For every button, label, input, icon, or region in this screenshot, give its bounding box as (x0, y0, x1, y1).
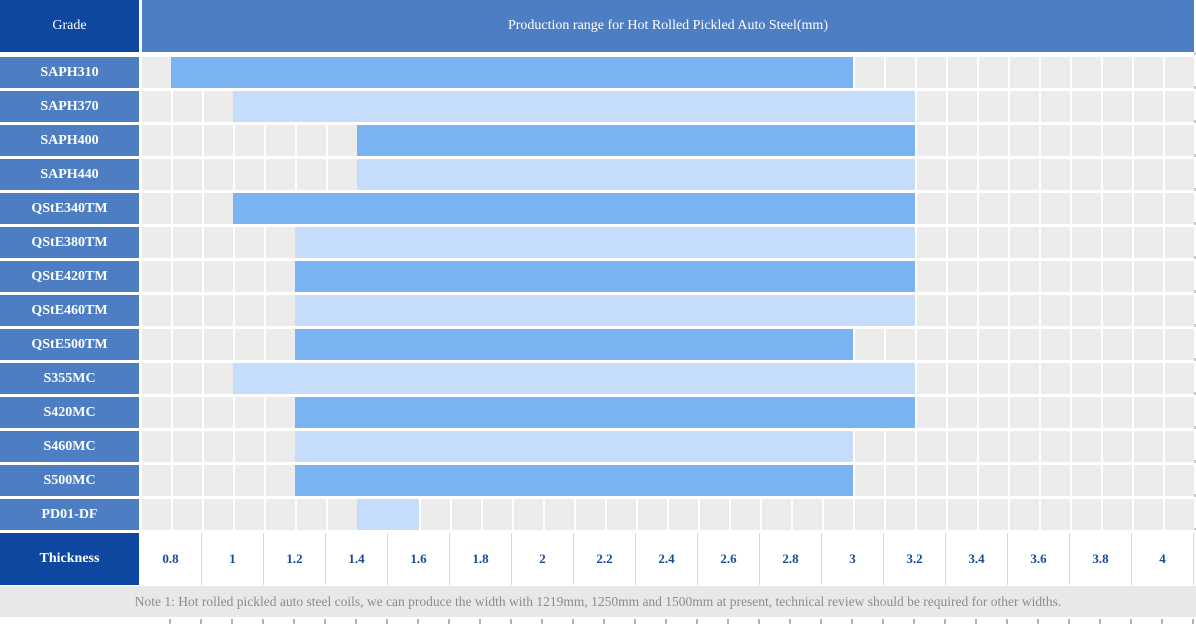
production-range-bar (295, 261, 915, 292)
thickness-tick: 0.8 (140, 533, 202, 585)
production-range-track (140, 465, 1194, 496)
table-row: S355MC (0, 363, 1196, 394)
grade-label: QStE460TM (0, 295, 139, 326)
production-range-track (140, 295, 1194, 326)
thickness-tick: 3.8 (1070, 533, 1132, 585)
grade-label: QStE380TM (0, 227, 139, 258)
grade-label: SAPH310 (0, 57, 139, 88)
table-row: S500MC (0, 465, 1196, 496)
footnote-text: Note 1: Hot rolled pickled auto steel co… (134, 593, 1062, 609)
production-range-bar (357, 125, 915, 156)
thickness-tick: 3.4 (946, 533, 1008, 585)
chart-title: Production range for Hot Rolled Pickled … (142, 0, 1194, 52)
production-range-track (140, 431, 1194, 462)
production-range-track (140, 57, 1194, 88)
table-row: QStE500TM (0, 329, 1196, 360)
production-range-track (140, 499, 1194, 530)
table-row: S460MC (0, 431, 1196, 462)
table-row: QStE340TM (0, 193, 1196, 224)
production-range-bar (233, 363, 915, 394)
grade-label: S420MC (0, 397, 139, 428)
thickness-tick-row: 0.8 1 1.2 1.4 1.6 1.8 2 2.2 2.4 2.6 2.8 3 3.2 3.4 3.6 3… (140, 533, 1194, 585)
production-range-bar (357, 499, 419, 530)
production-range-bar (295, 465, 853, 496)
grade-label: S355MC (0, 363, 139, 394)
production-range-bar (295, 227, 915, 258)
thickness-tick: 4 (1132, 533, 1194, 585)
bottom-ruler-ticks (140, 619, 1194, 624)
production-range-bar (295, 295, 915, 326)
production-range-bar (295, 397, 915, 428)
table-row: S420MC (0, 397, 1196, 428)
production-range-track (140, 397, 1194, 428)
production-range-bar (233, 91, 915, 122)
grade-label: QStE420TM (0, 261, 139, 292)
thickness-tick: 2.8 (760, 533, 822, 585)
thickness-tick: 1 (202, 533, 264, 585)
right-edge-gridmarks (1194, 52, 1196, 530)
production-range-bar (233, 193, 915, 224)
thickness-tick: 2.6 (698, 533, 760, 585)
production-range-track (140, 363, 1194, 394)
grade-label: QStE340TM (0, 193, 139, 224)
production-range-bar (295, 431, 853, 462)
bottom-ruler-strip (0, 617, 1196, 625)
thickness-tick: 3 (822, 533, 884, 585)
production-range-bar (357, 159, 915, 190)
table-row: PD01-DF (0, 499, 1196, 530)
grade-header-cell: Grade (0, 0, 139, 52)
production-range-track (140, 227, 1194, 258)
grade-label: S500MC (0, 465, 139, 496)
thickness-tick: 3.2 (884, 533, 946, 585)
production-range-track (140, 159, 1194, 190)
thickness-tick: 3.6 (1008, 533, 1070, 585)
production-range-track (140, 193, 1194, 224)
thickness-tick: 2 (512, 533, 574, 585)
grade-label: PD01-DF (0, 499, 139, 530)
thickness-tick: 1.8 (450, 533, 512, 585)
grade-label: SAPH400 (0, 125, 139, 156)
thickness-axis-label: Thickness (0, 533, 139, 585)
grade-rows: SAPH310 SAPH370 SAPH400 SAPH440 QStE340TM QSt… (0, 57, 1196, 533)
grade-label: SAPH440 (0, 159, 139, 190)
production-range-track (140, 261, 1194, 292)
production-range-bar (171, 57, 853, 88)
thickness-tick: 2.2 (574, 533, 636, 585)
grade-label: S460MC (0, 431, 139, 462)
table-row: QStE460TM (0, 295, 1196, 326)
table-row: SAPH310 (0, 57, 1196, 88)
table-row: QStE380TM (0, 227, 1196, 258)
table-row: SAPH440 (0, 159, 1196, 190)
grade-label: QStE500TM (0, 329, 139, 360)
grade-label: SAPH370 (0, 91, 139, 122)
table-row: SAPH370 (0, 91, 1196, 122)
table-row: QStE420TM (0, 261, 1196, 292)
footnote: Note 1: Hot rolled pickled auto steel co… (0, 586, 1196, 617)
thickness-tick: 1.4 (326, 533, 388, 585)
production-range-track (140, 91, 1194, 122)
production-range-track (140, 125, 1194, 156)
thickness-tick: 1.2 (264, 533, 326, 585)
thickness-tick: 2.4 (636, 533, 698, 585)
table-row: SAPH400 (0, 125, 1196, 156)
production-range-bar (295, 329, 853, 360)
thickness-tick: 1.6 (388, 533, 450, 585)
production-range-track (140, 329, 1194, 360)
